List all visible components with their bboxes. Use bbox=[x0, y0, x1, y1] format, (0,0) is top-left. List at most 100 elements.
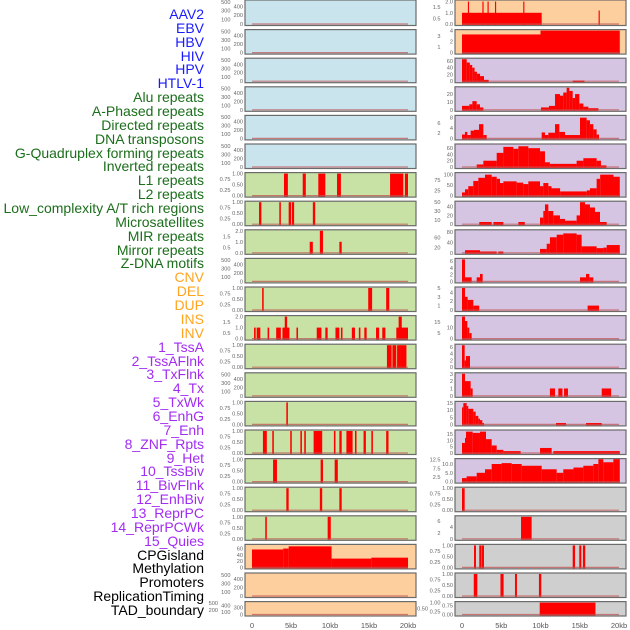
signal-bar bbox=[499, 183, 504, 197]
signal-bar bbox=[593, 464, 599, 483]
y-tick-label: 100 bbox=[221, 161, 230, 167]
y-tick-label: 0.75 bbox=[430, 578, 441, 584]
signal-bar bbox=[339, 241, 342, 254]
signal-bar bbox=[386, 345, 392, 369]
x-tick-label: 20kb bbox=[400, 621, 416, 630]
y-tick-label: 400 bbox=[234, 377, 243, 383]
track-label: DNA transposons bbox=[95, 130, 204, 147]
track-label: 6_EnhG bbox=[152, 407, 204, 424]
signal-bar bbox=[319, 488, 323, 512]
signal-bar bbox=[320, 459, 323, 483]
y-tick-label: 0.75 bbox=[220, 292, 231, 298]
signal-bar bbox=[479, 124, 484, 140]
signal-bar bbox=[474, 129, 480, 140]
y-tick-label: 0.00 bbox=[232, 422, 243, 428]
left-panel: 0 100 200 300 400 500 bbox=[221, 86, 417, 114]
right-panel: 0 25 50 75 100 bbox=[434, 172, 627, 200]
y-tick-label: 10.0 bbox=[442, 462, 453, 468]
y-tick-label: 300 bbox=[221, 9, 230, 15]
right-panel: 0 20 40 60 80 bbox=[434, 229, 627, 257]
signal-bar bbox=[496, 152, 504, 168]
signal-bar bbox=[579, 545, 582, 569]
signal-bar bbox=[462, 442, 465, 454]
signal-bar bbox=[569, 90, 573, 111]
right-panel: 0.000.250.500.751.00 bbox=[430, 486, 627, 514]
signal-bar bbox=[543, 211, 545, 226]
y-tick-label: 0.25 bbox=[220, 188, 231, 194]
y-tick-label: 1.00 bbox=[232, 486, 243, 492]
y-tick-label: 10 bbox=[447, 438, 453, 444]
track-label: 7_Enh bbox=[163, 421, 204, 438]
y-tick-label: 1.5 bbox=[223, 234, 231, 240]
signal-bar bbox=[462, 134, 465, 140]
y-tick-label: 2.0 bbox=[235, 229, 243, 235]
signal-bar bbox=[586, 273, 590, 283]
signal-bar bbox=[262, 431, 267, 454]
y-tick-label: 0 bbox=[240, 165, 243, 171]
signal-bar bbox=[462, 192, 465, 197]
y-tick-label: 300 bbox=[221, 67, 230, 73]
right-panel: 0.0 0.5 1.0 1.5 2.0 bbox=[433, 0, 627, 28]
track-label: CNV bbox=[174, 269, 204, 286]
signal-bar bbox=[276, 327, 281, 340]
signal-bar bbox=[473, 180, 479, 197]
y-tick-label: 0.25 bbox=[220, 474, 231, 480]
signal-bar bbox=[589, 207, 595, 226]
y-tick-label: 0.5 bbox=[433, 16, 441, 22]
y-tick-label: 0.50 bbox=[232, 469, 243, 475]
track-labels: AAV2 EBV HBV HIV HPV HTLV-1 Alu repeats A-Phase… bbox=[0, 0, 205, 630]
signal-bar bbox=[514, 574, 517, 597]
y-tick-label: 0.50 bbox=[232, 411, 243, 417]
y-tick-label: 300 bbox=[221, 267, 230, 273]
y-tick-label: 100 bbox=[221, 390, 230, 396]
y-tick-label: 1 bbox=[450, 386, 453, 392]
y-tick-label: 0.50 bbox=[232, 211, 243, 217]
signal-bar bbox=[325, 327, 328, 340]
y-tick-label: 2 bbox=[437, 131, 440, 137]
y-tick-label: 0 bbox=[450, 537, 453, 543]
y-tick-label: 6 bbox=[437, 519, 440, 525]
y-tick-label: 15 bbox=[447, 432, 453, 438]
signal-bar bbox=[462, 59, 467, 83]
signal-bar bbox=[483, 160, 497, 168]
signal-bar bbox=[501, 463, 512, 483]
y-tick-label: 6 bbox=[450, 259, 453, 265]
signal-bar bbox=[262, 288, 264, 311]
signal-bar bbox=[500, 574, 504, 597]
signal-bar bbox=[528, 148, 541, 168]
signal-bar bbox=[398, 316, 402, 340]
y-tick-label: 400 bbox=[234, 577, 243, 583]
signal-bar bbox=[291, 202, 295, 226]
signal-bar bbox=[468, 408, 474, 426]
y-tick-label: 1.5 bbox=[433, 5, 441, 11]
signal-bar bbox=[475, 415, 479, 426]
signal-bar bbox=[273, 459, 277, 483]
y-tick-label: 4 bbox=[450, 266, 453, 272]
signal-bar bbox=[462, 478, 467, 483]
signal-bar bbox=[479, 273, 483, 283]
y-tick-label: 0.25 bbox=[220, 531, 231, 537]
signal-bar bbox=[467, 327, 470, 340]
signal-bar bbox=[284, 316, 288, 340]
signal-bar bbox=[494, 1, 497, 25]
signal-bar bbox=[462, 34, 541, 54]
track-label: Microsatellites bbox=[115, 213, 204, 230]
signal-bar bbox=[576, 215, 580, 226]
signal-bar bbox=[572, 98, 576, 111]
panel-background bbox=[244, 229, 417, 255]
signal-bar bbox=[559, 131, 565, 140]
signal-bar bbox=[576, 160, 584, 168]
signal-bar bbox=[309, 241, 313, 254]
y-tick-label: 400 bbox=[234, 62, 243, 68]
signal-bar bbox=[462, 345, 465, 369]
signal-bar bbox=[566, 87, 570, 111]
signal-bar bbox=[556, 472, 564, 483]
signal-bar bbox=[473, 305, 480, 311]
x-tick-label: 20kb bbox=[611, 621, 627, 630]
y-tick-label: 4 bbox=[450, 126, 453, 132]
left-panel: 0 100 200 300 400 500 bbox=[221, 29, 417, 57]
signal-bar bbox=[296, 327, 299, 340]
signal-bar bbox=[256, 327, 261, 340]
